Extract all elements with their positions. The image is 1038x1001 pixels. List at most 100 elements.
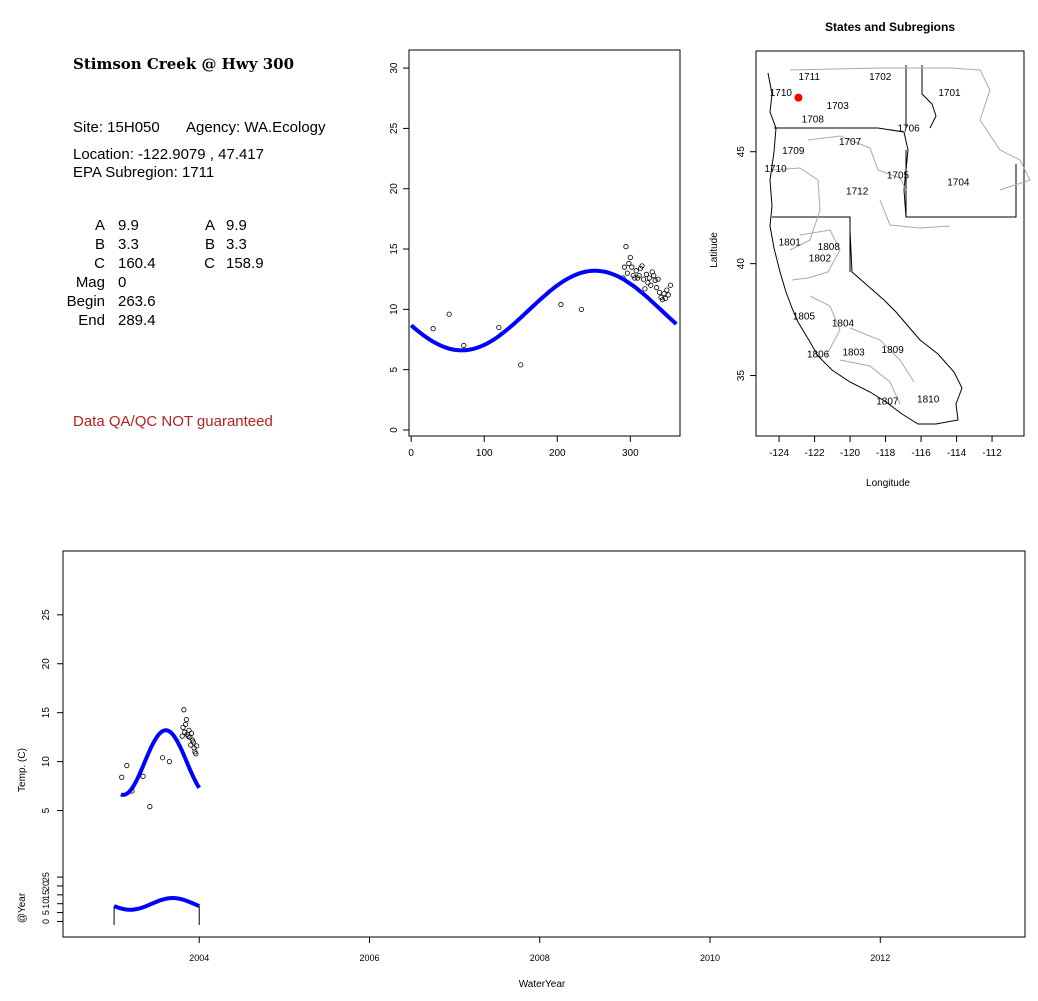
data-point <box>640 276 647 282</box>
data-point <box>664 287 670 293</box>
subregion-label: 1704 <box>947 177 970 188</box>
subregion-label: 1806 <box>807 350 830 361</box>
subregion-label: 1711 <box>798 72 820 83</box>
site-marker <box>794 93 803 102</box>
x-tick-label: -118 <box>876 448 896 459</box>
x-tick-label: -122 <box>805 448 825 459</box>
param-label: A <box>94 217 105 234</box>
data-point <box>518 362 524 368</box>
state-boundary <box>772 216 851 272</box>
x-tick-label: 200 <box>549 448 566 459</box>
y2-tick-label: 25 <box>41 872 51 882</box>
x-tick-label: 300 <box>622 448 639 459</box>
subregion-label: 1807 <box>876 397 899 408</box>
map-frame <box>755 50 1025 437</box>
fit-curve <box>409 268 678 353</box>
subregion-label: 1710 <box>764 164 787 175</box>
subregion-label: 1705 <box>887 171 910 182</box>
data-point <box>651 272 657 279</box>
subregion-label: 1801 <box>779 238 802 249</box>
subregion-label: 1710 <box>770 88 793 99</box>
y-tick-label: 5 <box>389 366 400 372</box>
y-tick-label: 5 <box>41 807 52 813</box>
data-point <box>629 264 635 270</box>
subregion-label: 1808 <box>818 242 841 253</box>
param-value: 9.9 <box>226 217 247 234</box>
x-tick-label: 2010 <box>700 953 720 963</box>
subregion-label: 1706 <box>898 124 921 135</box>
data-point <box>578 306 584 312</box>
y2-tick-label: 20 <box>41 881 51 891</box>
y-tick-label: 40 <box>736 258 747 270</box>
data-point <box>654 285 660 291</box>
y2-tick-label: 0 <box>41 919 51 924</box>
y2-tick-label: 15 <box>41 890 51 900</box>
data-point <box>147 804 153 810</box>
data-point <box>558 301 564 308</box>
param-value: 160.4 <box>118 255 156 272</box>
param-label: A <box>204 217 215 234</box>
subregion-boundary <box>849 327 915 383</box>
plot-frame <box>62 550 1026 938</box>
y-tick-label: 10 <box>41 756 52 768</box>
subregion-label: 1712 <box>846 186 869 197</box>
x-tick-label: -112 <box>982 448 1002 459</box>
seasonal-chart: 0 100 200 300 0 5 10 15 20 25 30 <box>389 49 681 459</box>
data-point <box>665 292 671 298</box>
data-point <box>646 275 652 281</box>
ts-ylabel: Temp. (C) <box>17 748 28 792</box>
location: Location: -122.9079 , 47.417 <box>73 146 264 163</box>
y-tick-label: 35 <box>736 370 747 382</box>
subregion-label: 1701 <box>938 88 961 99</box>
param-label: Begin <box>66 293 105 310</box>
x-tick-label: 100 <box>476 448 493 459</box>
subregion-label: 1804 <box>832 318 855 329</box>
subregion-boundary <box>839 359 901 405</box>
data-point <box>624 270 631 276</box>
ts-ylabel2: @Year <box>17 892 28 923</box>
subregion-boundary <box>789 67 1031 191</box>
data-point <box>461 342 467 349</box>
x-tick-label: 2004 <box>189 953 209 963</box>
x-tick-label: 0 <box>408 448 414 459</box>
map-ylabel: Latitude <box>709 232 720 268</box>
data-point <box>186 727 192 733</box>
data-point <box>621 264 628 270</box>
data-point <box>183 716 190 723</box>
subregion-boundary <box>809 295 841 357</box>
annual-fit-curve <box>113 896 201 912</box>
data-point <box>648 282 654 288</box>
agency: Agency: WA.Ecology <box>186 119 326 136</box>
y-tick-label: 25 <box>389 122 400 134</box>
x-tick-label: -124 <box>769 448 789 459</box>
data-point <box>639 263 645 269</box>
data-point <box>166 759 173 765</box>
y-tick-label: 30 <box>389 62 400 74</box>
param-value: 263.6 <box>118 293 156 310</box>
qa-disclaimer: Data QA/QC NOT guaranteed <box>73 413 273 430</box>
y-tick-label: 0 <box>389 427 400 433</box>
data-point <box>667 282 674 288</box>
y-tick-label: 15 <box>389 243 400 255</box>
coastline <box>767 72 963 425</box>
param-label: B <box>94 236 105 253</box>
site-id: Site: 15H050 <box>73 119 160 136</box>
map-xlabel: Longitude <box>866 478 910 489</box>
y2-tick-label: 10 <box>41 899 51 909</box>
data-point <box>636 272 642 279</box>
x-tick-label: 2008 <box>530 953 550 963</box>
subregion-label: 1803 <box>842 347 865 358</box>
param-value: 0 <box>118 274 127 291</box>
data-point <box>182 721 189 728</box>
y-tick-label: 20 <box>389 183 400 195</box>
data-point <box>626 260 632 267</box>
subregion-map: States and Subregions -124 -122 -120 -118 -1… <box>709 20 1031 489</box>
subregion-label: 1805 <box>793 312 816 323</box>
y-tick-label: 10 <box>389 303 400 315</box>
param-label: B <box>204 236 215 253</box>
data-point <box>188 730 195 736</box>
y-tick-label: 15 <box>41 707 52 719</box>
data-point <box>446 311 452 317</box>
x-tick-label: 2006 <box>359 953 379 963</box>
data-point <box>645 280 651 286</box>
